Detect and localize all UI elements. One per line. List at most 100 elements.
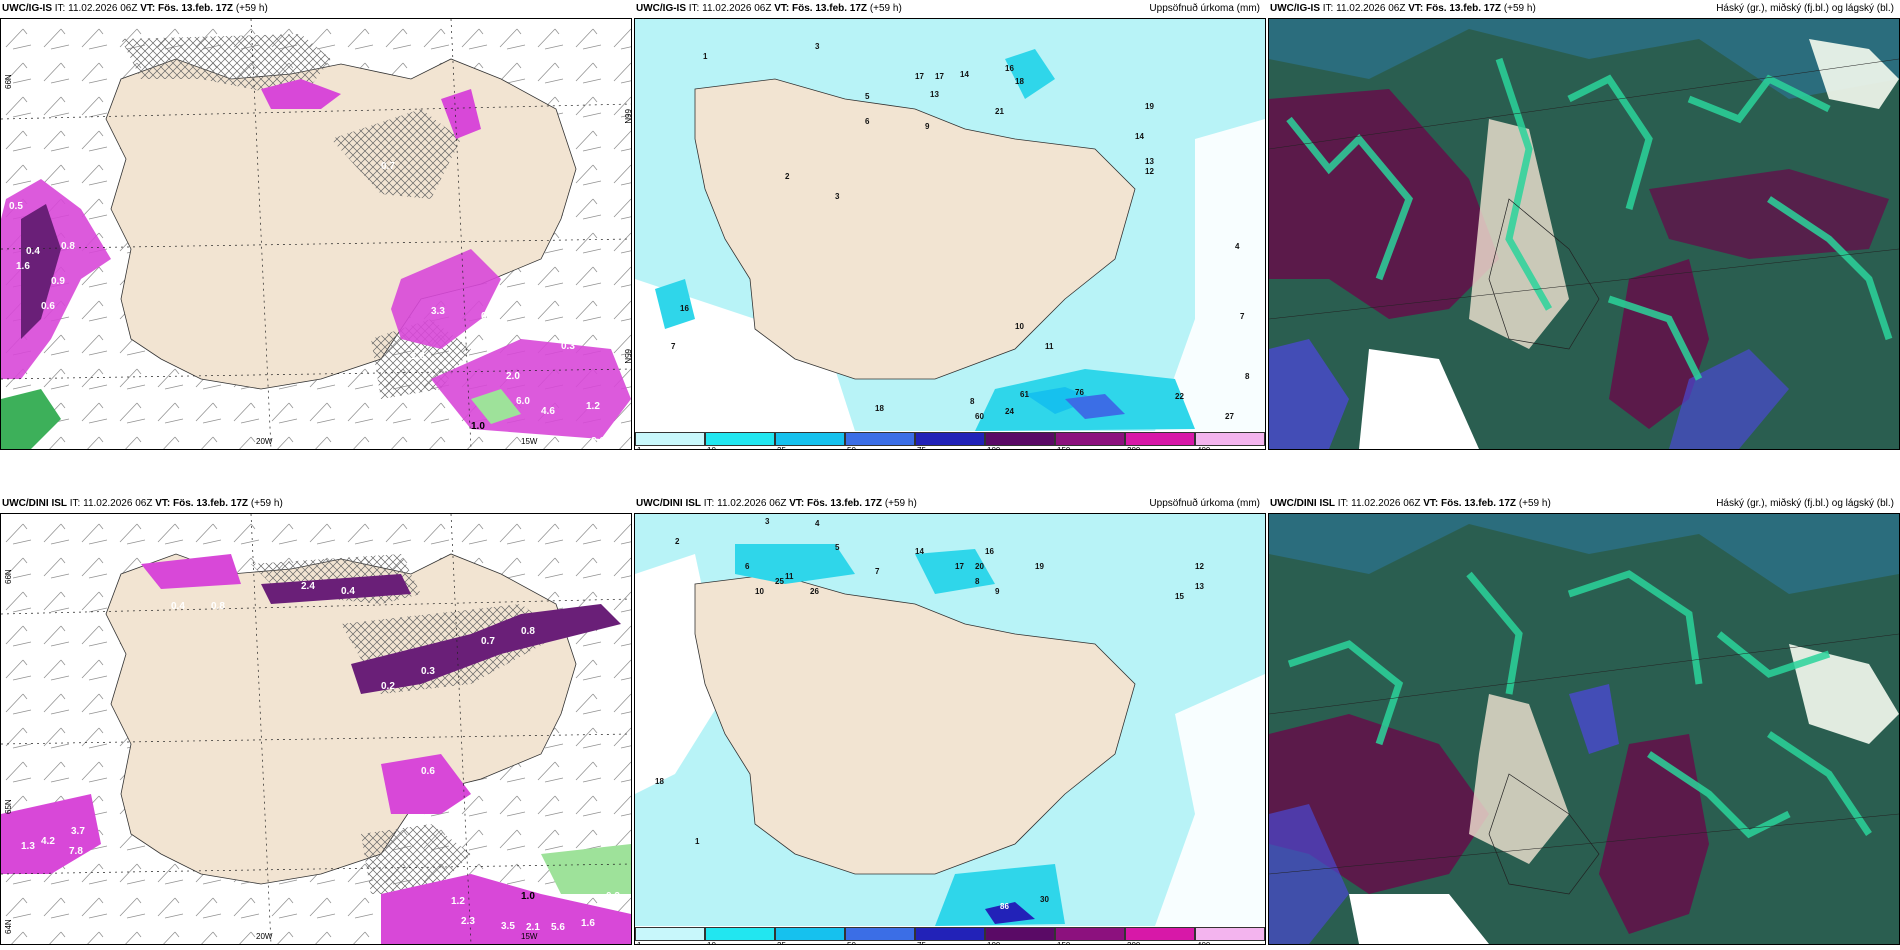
precip-label: 7 xyxy=(671,342,676,351)
precip-label: 18 xyxy=(875,404,884,413)
colorbar-tick: 75 xyxy=(917,941,926,944)
wind-label: 3.3 xyxy=(431,306,445,317)
init-time: 11.02.2026 06Z xyxy=(717,498,787,509)
precip-label: 10 xyxy=(755,587,764,596)
lon-label: 20W xyxy=(256,437,273,446)
init-time: 11.02.2026 06Z xyxy=(68,3,138,14)
wind-label: 1.6 xyxy=(16,261,30,272)
colorbar-swatch xyxy=(1195,432,1265,446)
colorbar-tick: 150 xyxy=(1057,446,1070,449)
wind-label: 1.0 xyxy=(471,421,485,432)
colorbar-swatch xyxy=(705,432,775,446)
colorbar-swatch xyxy=(1055,432,1125,446)
precip-label: 8 xyxy=(970,397,975,406)
wind-label: 0.3 xyxy=(421,666,435,677)
wind-label: 2.1 xyxy=(526,922,540,933)
precip-label: 19 xyxy=(1145,102,1154,111)
precip-colorbar: 1 10 25 50 75 100 150 200 400 xyxy=(635,432,1265,449)
precip-label: 16 xyxy=(1005,64,1014,73)
precip-label: 4 xyxy=(815,519,820,528)
wind-label: 3.9 xyxy=(41,366,55,377)
cloud-title: Háský (gr.), miðský (fj.bl.) og lágský (… xyxy=(1716,498,1894,509)
precip-label: 3 xyxy=(835,192,840,201)
precip-label: 14 xyxy=(1135,132,1144,141)
colorbar-swatch xyxy=(1125,432,1195,446)
wind-label: 0.2 xyxy=(381,681,395,692)
precip-label: 86 xyxy=(1000,902,1009,911)
precip-label: 16 xyxy=(985,547,994,556)
wind-label: 4.6 xyxy=(541,406,555,417)
lead-time: (+59 h) xyxy=(1503,3,1536,14)
lon-label: 15W xyxy=(521,932,538,941)
wind-label: 0.8 xyxy=(61,241,75,252)
precip-label: 6 xyxy=(745,562,750,571)
colorbar-tick: 25 xyxy=(777,446,786,449)
colorbar-swatch xyxy=(1195,927,1265,941)
lead-time: (+59 h) xyxy=(869,3,902,14)
colorbar-tick: 400 xyxy=(1197,446,1210,449)
model-name: UWC/DINI ISL xyxy=(1270,498,1335,509)
init-time: 11.02.2026 06Z xyxy=(702,3,772,14)
precip-label: 60 xyxy=(975,412,984,421)
valid-time: Fös. 13.feb. 17Z xyxy=(158,3,234,14)
wind-label: 0.3 xyxy=(481,311,495,322)
cloud-panel-1: UWC/IG-IS IT: 11.02.2026 06Z VT: Fös. 13… xyxy=(1268,0,1900,450)
wind-label: 0.5 xyxy=(9,201,23,212)
wind-map: 20W 15W 66N 66N 65N 0.5 0.7 0.4 0.3 0.6 … xyxy=(1,19,631,449)
panel-header: UWC/DINI ISL IT: 11.02.2026 06Z VT: Fös.… xyxy=(2,498,283,509)
colorbar-swatch xyxy=(635,432,705,446)
precip-label: 1 xyxy=(703,52,708,61)
precip-label: 15 xyxy=(1175,592,1184,601)
colorbar-swatch xyxy=(705,927,775,941)
map-frame: 20W 15W 66N 65N 64N 0.4 0.8 2.4 0.4 0.3 … xyxy=(0,513,632,945)
wind-label: 0.8 xyxy=(521,626,535,637)
map-frame: 1 3 17 17 13 14 16 18 21 19 13 12 16 2 3… xyxy=(634,18,1266,450)
precip-label: 11 xyxy=(785,572,794,581)
colorbar-swatch xyxy=(915,432,985,446)
precip-label: 11 xyxy=(1045,342,1054,351)
colorbar-tick: 100 xyxy=(987,941,1000,944)
lead-time: (+59 h) xyxy=(250,498,283,509)
model-name: UWC/IG-IS xyxy=(2,3,52,14)
colorbar-swatch xyxy=(845,432,915,446)
wind-label: 0.4 xyxy=(26,246,40,257)
colorbar-swatch xyxy=(985,927,1055,941)
wind-snow-panel-2: UWC/DINI ISL IT: 11.02.2026 06Z VT: Fös.… xyxy=(0,495,632,945)
wind-map: 20W 15W 66N 65N 64N 0.4 0.8 2.4 0.4 0.3 … xyxy=(1,514,631,944)
lat-label: 66N xyxy=(4,569,13,584)
colorbar-tick: 200 xyxy=(1127,941,1140,944)
precip-label: 22 xyxy=(1175,392,1184,401)
precip-label: 14 xyxy=(960,70,969,79)
valid-time: Fös. 13.feb. 17Z xyxy=(1441,498,1517,509)
colorbar-tick: 200 xyxy=(1127,446,1140,449)
wind-label: 0.3 xyxy=(561,341,575,352)
wind-label: 3.7 xyxy=(71,826,85,837)
map-frame: 20W 15W 66N 66N 65N 0.5 0.7 0.4 0.3 0.6 … xyxy=(0,18,632,450)
model-name: UWC/IG-IS xyxy=(1270,3,1320,14)
wind-label: 3.5 xyxy=(501,921,515,932)
wind-label: 2.0 xyxy=(506,371,520,382)
wind-label: 0.9 xyxy=(51,276,65,287)
precip-label: 1 xyxy=(695,837,700,846)
lat-label: 65N xyxy=(4,799,13,814)
init-time: 11.02.2026 06Z xyxy=(1336,3,1406,14)
model-name: UWC/IG-IS xyxy=(636,3,686,14)
map-frame xyxy=(1268,513,1900,945)
colorbar-tick: 10 xyxy=(707,941,716,944)
precip-label: 24 xyxy=(1005,407,1014,416)
precip-label: 2 xyxy=(785,172,790,181)
colorbar-tick: 50 xyxy=(847,446,856,449)
precip-panel-2: UWC/DINI ISL IT: 11.02.2026 06Z VT: Fös.… xyxy=(634,495,1266,945)
precip-map: 1 3 17 17 13 14 16 18 21 19 13 12 16 2 3… xyxy=(635,19,1265,431)
wind-label: 0.6 xyxy=(421,766,435,777)
colorbar-swatch xyxy=(775,927,845,941)
cloud-panel-2: UWC/DINI ISL IT: 11.02.2026 06Z VT: Fös.… xyxy=(1268,495,1900,945)
colorbar-swatch xyxy=(845,927,915,941)
panel-header: UWC/IG-IS IT: 11.02.2026 06Z VT: Fös. 13… xyxy=(636,3,902,14)
precip-label: 13 xyxy=(1145,157,1154,166)
wind-label: 1.3 xyxy=(411,351,425,362)
precip-label: 5 xyxy=(835,543,840,552)
wind-snow-panel-1: UWC/IG-IS IT: 11.02.2026 06Z VT: Fös. 13… xyxy=(0,0,632,450)
map-frame: 1 2 3 4 5 6 7 8 9 10 11 12 13 14 15 16 1… xyxy=(634,513,1266,945)
precip-label: 76 xyxy=(1075,388,1084,397)
